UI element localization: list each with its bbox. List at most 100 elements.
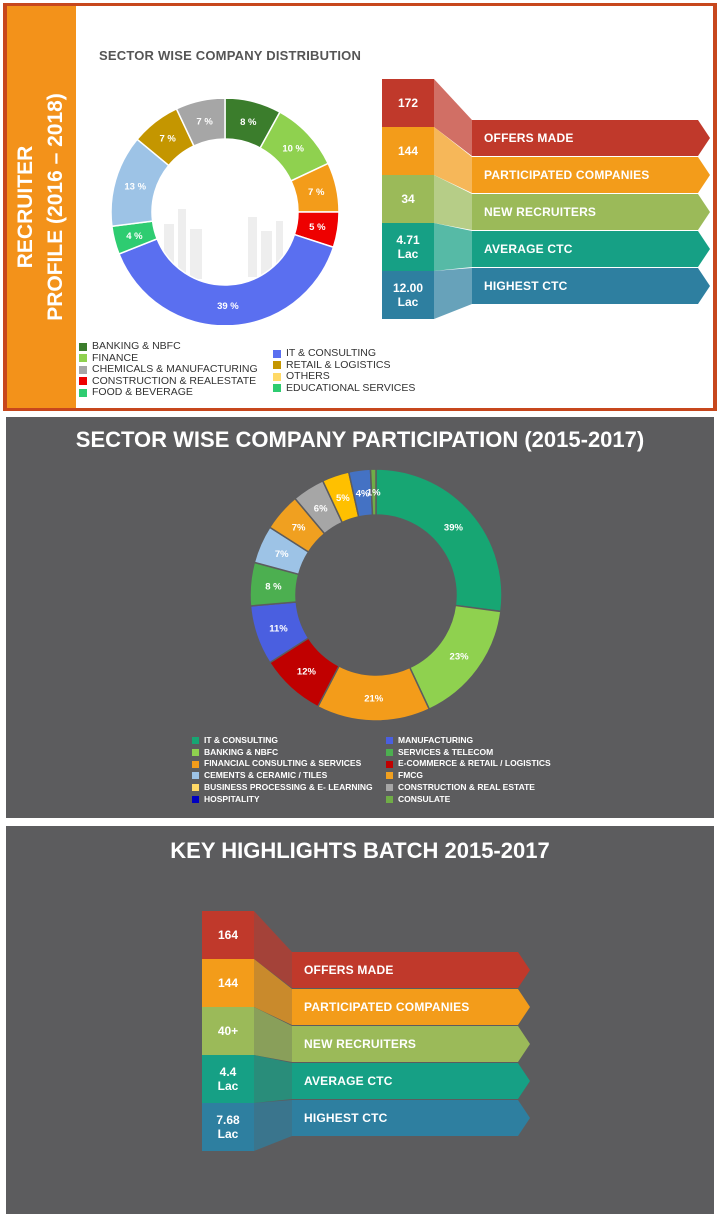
- stat-value: 144: [397, 144, 419, 158]
- stat-arrow-new-recruiters: NEW RECRUITERS: [292, 1026, 530, 1062]
- key-highlights-panel: KEY HIGHLIGHTS BATCH 2015-2017 164 OFFERS…: [6, 826, 714, 1214]
- stat-value: 4.71 Lac: [396, 233, 420, 261]
- legend-item-cements-ceramic-tiles: CEMENTS & CERAMIC / TILES: [192, 770, 373, 782]
- legend-item-business-processing-e-learning: BUSINESS PROCESSING & E- LEARNING: [192, 782, 373, 794]
- stat-label: AVERAGE CTC: [484, 242, 573, 256]
- stat-label: PARTICIPATED COMPANIES: [484, 168, 650, 182]
- legend-label: CEMENTS & CERAMIC / TILES: [204, 770, 328, 781]
- legend-label: CHEMICALS & MANUFACTURING: [92, 363, 258, 375]
- legend-swatch: [79, 354, 87, 363]
- slice-label-food-beverage: 13 %: [124, 181, 146, 192]
- recruiter-profile-panel: RECRUITER PROFILE (2016 – 2018) SECTOR W…: [3, 3, 717, 411]
- stat-arrow-participated-companies: PARTICIPATED COMPANIES: [472, 157, 710, 193]
- legend-label: CONSULATE: [398, 793, 451, 804]
- legend-swatch: [273, 384, 281, 393]
- legend-swatch: [192, 760, 199, 768]
- slice-label-it-consulting: 39 %: [217, 301, 239, 312]
- stat-connector-participated-companies: [254, 959, 292, 1025]
- slice-label-construction-real-estate: 6%: [314, 504, 328, 515]
- legend-item-chemicals-manufacturing: CHEMICALS & MANUFACTURING: [79, 363, 258, 376]
- legend-label: BANKING & NBFC: [92, 340, 181, 352]
- slice-label-educational-services: 4 %: [126, 231, 143, 242]
- stat-label: NEW RECRUITERS: [304, 1037, 417, 1051]
- legend-item-others: OTHERS: [273, 370, 415, 383]
- legend-swatch: [192, 772, 199, 780]
- participation-chart-title: SECTOR WISE COMPANY PARTICIPATION (2015-…: [75, 427, 645, 452]
- legend-item-retail-logistics: RETAIL & LOGISTICS: [273, 358, 415, 372]
- slice-label-cements-ceramic-tiles: 7%: [275, 549, 289, 560]
- stat-value-box-average-ctc: 4.4 Lac: [202, 1055, 254, 1103]
- legend-label: E-COMMERCE & RETAIL / LOGISTICS: [398, 758, 551, 769]
- stat-label: HIGHEST CTC: [304, 1111, 388, 1125]
- slice-chemicals-manufacturing: [175, 99, 226, 147]
- stat-arrow-highest-ctc: HIGHEST CTC: [472, 268, 710, 304]
- distribution-legend-right: IT & CONSULTING RETAIL & LOGISTICS OTHERS E…: [273, 347, 416, 394]
- slice-label-financial-consulting-services: 21%: [364, 693, 384, 704]
- legend-swatch: [273, 349, 281, 358]
- stat-value-box-new-recruiters: 34: [382, 175, 434, 223]
- legend-label: RETAIL & LOGISTICS: [286, 358, 391, 371]
- slice-label-retail-logistics: 7 %: [160, 134, 177, 145]
- legend-swatch: [273, 372, 281, 381]
- stat-value: 164: [217, 928, 239, 942]
- legend-swatch: [273, 361, 281, 370]
- legend-swatch: [192, 795, 199, 803]
- stat-label: OFFERS MADE: [484, 131, 574, 145]
- legend-label: BANKING & NBFC: [204, 746, 279, 757]
- stat-connector-offers-made: [434, 79, 472, 156]
- legend-label: EDUCATIONAL SERVICES: [286, 381, 416, 394]
- stat-arrow-offers-made: OFFERS MADE: [472, 120, 710, 156]
- slice-label-chemicals-manufacturing: 7 %: [196, 116, 213, 127]
- arrow-shape: [472, 231, 710, 267]
- legend-label: FMCG: [398, 770, 424, 781]
- legend-item-food-beverage: FOOD & BEVERAGE: [79, 386, 258, 399]
- city-skyline-decoration: [164, 209, 283, 279]
- legend-item-it-consulting: IT & CONSULTING: [273, 347, 415, 360]
- stat-connector-participated-companies: [434, 127, 472, 193]
- legend-swatch: [79, 342, 87, 351]
- stat-value-box-new-recruiters: 40+: [202, 1007, 254, 1055]
- legend-label: CONSTRUCTION & REAL ESTATE: [398, 781, 535, 792]
- arrow-shape: [472, 194, 710, 230]
- arrow-shape: [292, 1026, 530, 1062]
- legend-swatch: [386, 749, 393, 757]
- stat-arrow-offers-made: OFFERS MADE: [292, 952, 530, 988]
- slice-label-hospitality: 4%: [356, 488, 370, 499]
- stat-connector-new-recruiters: [254, 1007, 292, 1062]
- legend-label: FOOD & BEVERAGE: [92, 386, 193, 398]
- legend-item-hospitality: HOSPITALITY: [192, 794, 373, 806]
- slice-label-business-processing-e-learning: 5%: [336, 493, 350, 504]
- stat-value-box-offers-made: 164: [202, 911, 254, 959]
- slice-label-banking-nbfc: 23%: [450, 651, 470, 662]
- legend-item-construction-realestate: CONSTRUCTION & REALESTATE: [79, 374, 258, 388]
- legend-label: OTHERS: [286, 370, 330, 382]
- arrow-shape: [472, 268, 710, 304]
- legend-swatch: [192, 737, 199, 745]
- legend-item-construction-real-estate: CONSTRUCTION & REAL ESTATE: [386, 782, 551, 794]
- arrow-shape: [292, 1100, 530, 1136]
- recruiter-profile-sidebar: RECRUITER PROFILE (2016 – 2018): [7, 6, 76, 408]
- legend-swatch: [79, 388, 87, 397]
- legend-swatch: [79, 365, 87, 374]
- legend-item-manufacturing: MANUFACTURING: [386, 735, 551, 747]
- arrow-shape: [292, 1063, 530, 1099]
- legend-swatch: [192, 749, 199, 757]
- legend-label: CONSTRUCTION & REALESTATE: [92, 374, 257, 387]
- stat-value: 34: [401, 192, 415, 206]
- slice-consulate: [369, 468, 377, 516]
- sidebar-heading-line1: RECRUITER: [14, 145, 37, 269]
- legend-swatch: [386, 760, 393, 768]
- legend-label: IT & CONSULTING: [204, 735, 278, 745]
- slice-label-it-consulting: 39%: [444, 523, 464, 534]
- sidebar-heading: RECRUITER PROFILE (2016 – 2018): [11, 93, 71, 321]
- slice-label-finance: 10 %: [282, 143, 304, 154]
- legend-label: MANUFACTURING: [398, 735, 474, 745]
- slice-it-consulting: [375, 468, 503, 613]
- participation-donut-chart: 39% 23% 21% 12% 11% 8 % 7% 7% 6% 5% 4%1%: [249, 468, 503, 722]
- arrow-shape: [292, 989, 530, 1025]
- stat-arrow-highest-ctc: HIGHEST CTC: [292, 1100, 530, 1136]
- legend-item-consulate: CONSULATE: [386, 794, 551, 806]
- stat-value: 7.68 Lac: [216, 1113, 240, 1141]
- legend-item-finance: FINANCE: [79, 352, 258, 365]
- stat-arrow-average-ctc: AVERAGE CTC: [292, 1063, 530, 1099]
